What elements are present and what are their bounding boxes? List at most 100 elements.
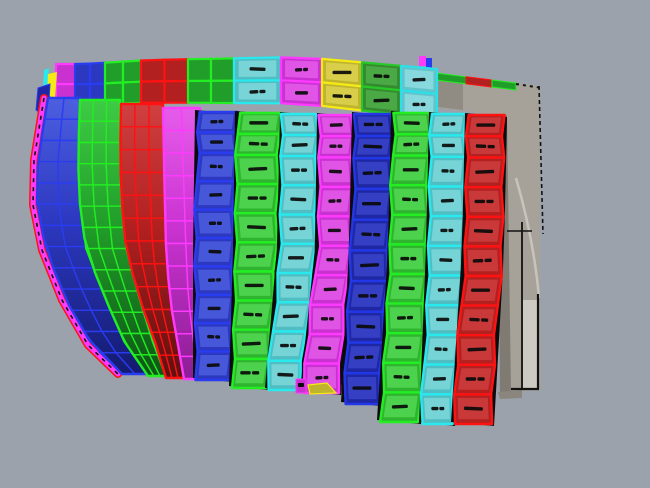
hull-cell[interactable]	[135, 194, 153, 219]
plate-col-8[interactable]	[451, 113, 507, 426]
hull-cell[interactable]	[166, 265, 189, 290]
deck-edge-strip[interactable]	[491, 79, 517, 91]
hull-cell[interactable]	[92, 99, 108, 122]
hull-cell[interactable]	[134, 103, 150, 128]
hull-cell[interactable]	[148, 126, 165, 151]
hull-cell[interactable]	[163, 152, 185, 177]
plate-col-4[interactable]	[300, 113, 356, 395]
keel-and-marker[interactable]	[507, 222, 540, 391]
hull-cell[interactable]	[77, 120, 94, 144]
hull-cell[interactable]	[57, 203, 84, 227]
hull-cell[interactable]	[119, 126, 136, 151]
band-green-1[interactable]	[103, 59, 143, 106]
hull-cell[interactable]	[77, 162, 94, 186]
hull-cell[interactable]	[78, 99, 95, 122]
plate-col-6[interactable]	[377, 111, 433, 424]
hull-cell[interactable]	[119, 103, 136, 128]
bottom-yellow-sliver[interactable]	[307, 382, 338, 395]
plate-label-smudge	[289, 226, 306, 231]
hull-cell[interactable]	[36, 182, 60, 205]
plate-label-smudge	[373, 74, 390, 79]
hull-cell[interactable]	[119, 171, 137, 197]
hull-cell[interactable]	[105, 141, 121, 165]
plane-face[interactable]	[428, 72, 541, 398]
hull-cell[interactable]	[150, 217, 167, 242]
band-magenta[interactable]	[279, 56, 324, 108]
band-dkgreen[interactable]	[360, 61, 403, 117]
band-plate[interactable]	[209, 79, 236, 105]
band-red[interactable]	[139, 58, 190, 104]
band-plate[interactable]	[163, 79, 190, 104]
hull-cell[interactable]	[164, 197, 186, 222]
hull-cell[interactable]	[105, 120, 121, 144]
hull-cell[interactable]	[77, 141, 94, 165]
hull-cell[interactable]	[57, 160, 80, 184]
band-cyan-1[interactable]	[232, 56, 283, 105]
hull-cell[interactable]	[165, 242, 188, 267]
hull-cell[interactable]	[163, 175, 186, 200]
band-cyan-2[interactable]	[399, 64, 439, 121]
bottom-details	[295, 378, 338, 395]
hull-cell[interactable]	[162, 107, 183, 132]
hull-cell[interactable]	[61, 224, 87, 248]
band-plate[interactable]	[139, 79, 166, 104]
hull-cell[interactable]	[133, 148, 151, 174]
hull-cell[interactable]	[59, 118, 81, 142]
hull-cell[interactable]	[78, 184, 95, 207]
plate-col-3[interactable]	[265, 112, 321, 392]
hull-cell[interactable]	[91, 141, 107, 165]
keel-plate[interactable]	[523, 300, 538, 388]
hull-cell[interactable]	[91, 120, 108, 144]
plate-label-smudge	[354, 355, 374, 360]
centerline-plane[interactable]	[419, 56, 544, 399]
band-plate[interactable]	[121, 59, 143, 84]
hull-cell[interactable]	[57, 182, 81, 205]
band-plate[interactable]	[73, 62, 92, 86]
hull-cell[interactable]	[106, 184, 123, 207]
plate-label-smudge	[328, 199, 342, 203]
stem-profile-curve[interactable]	[514, 177, 541, 299]
plate-col-5[interactable]	[341, 112, 395, 406]
hull-cell[interactable]	[134, 171, 152, 197]
plate-label-smudge	[356, 324, 376, 329]
plate-label-smudge	[291, 168, 308, 172]
band-plate[interactable]	[186, 79, 213, 104]
band-plate[interactable]	[121, 80, 143, 105]
sheer-band[interactable]	[54, 56, 439, 121]
plate-face	[396, 136, 429, 152]
band-plate[interactable]	[209, 57, 236, 82]
hull-cell[interactable]	[133, 126, 151, 151]
band-plate[interactable]	[103, 60, 125, 85]
hull-cell[interactable]	[164, 220, 187, 245]
hull-cell[interactable]	[148, 103, 165, 128]
plate-col-7[interactable]	[419, 112, 469, 426]
plate-col-1[interactable]	[193, 110, 239, 382]
hull-cell[interactable]	[61, 97, 81, 120]
hull-cell[interactable]	[148, 171, 166, 197]
band-plate[interactable]	[186, 57, 213, 83]
hull-cell[interactable]	[119, 148, 136, 174]
plate-label-smudge	[209, 192, 223, 197]
plate-label-smudge	[362, 170, 382, 176]
hull-cell[interactable]	[162, 129, 184, 154]
hull-cell[interactable]	[149, 194, 167, 219]
hull-cell[interactable]	[36, 160, 60, 184]
plate-label-smudge	[358, 294, 378, 298]
hull-cell[interactable]	[148, 148, 166, 174]
band-plate[interactable]	[54, 62, 77, 86]
band-green-2[interactable]	[186, 57, 236, 105]
band-plate[interactable]	[88, 61, 107, 86]
hull-cell[interactable]	[105, 99, 121, 122]
hull-cell[interactable]	[92, 184, 109, 207]
hull-cell[interactable]	[136, 217, 154, 242]
band-yellow[interactable]	[320, 57, 364, 112]
band-plate[interactable]	[163, 58, 190, 83]
strake-blue[interactable]	[35, 96, 150, 376]
plate-col-2[interactable]	[229, 111, 284, 390]
band-plate[interactable]	[139, 58, 166, 83]
hull-cell[interactable]	[91, 162, 108, 186]
hull-cell[interactable]	[105, 162, 122, 186]
hull-cell[interactable]	[57, 139, 80, 163]
